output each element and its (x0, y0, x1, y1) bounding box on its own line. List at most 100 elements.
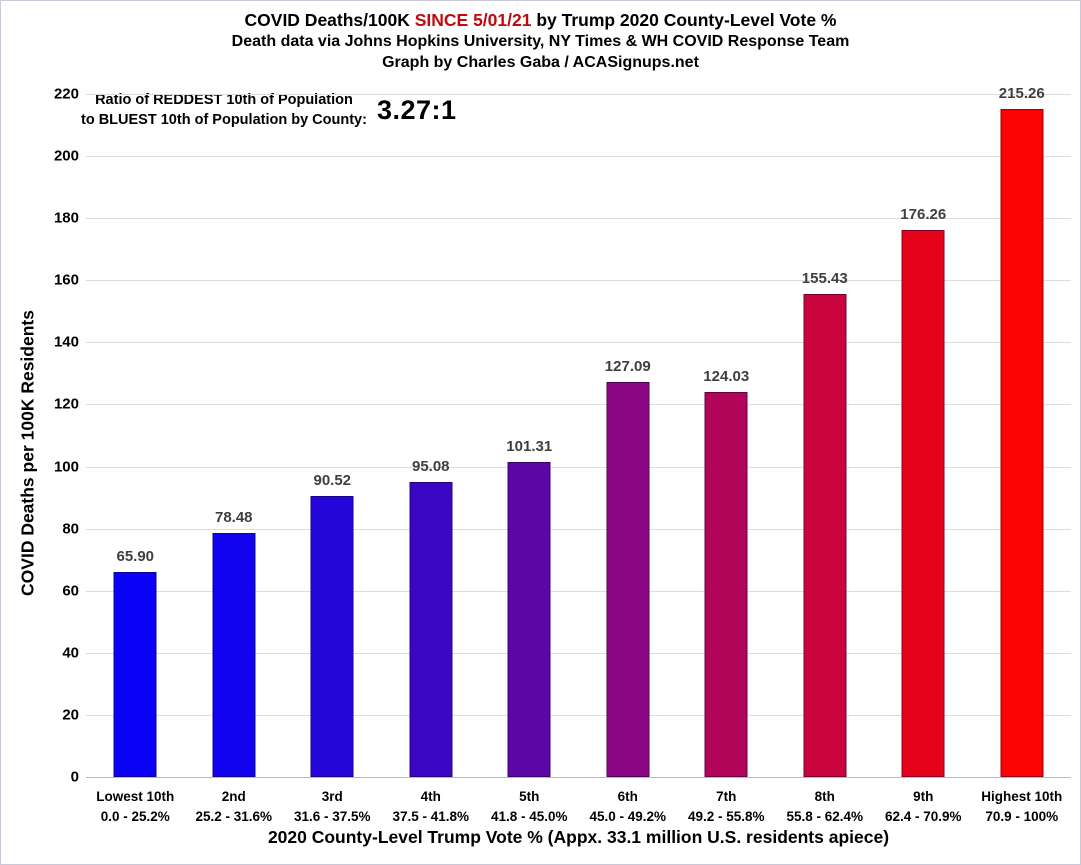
x-tick-category: 7th (716, 789, 737, 804)
bar-value-label: 65.90 (116, 548, 155, 566)
bar-value-label: 155.43 (801, 270, 848, 288)
gridline-20 (86, 714, 1071, 716)
x-tick-range: 41.8 - 45.0% (490, 809, 568, 825)
x-tick-category: 2nd (221, 789, 246, 804)
x-axis-title: 2020 County-Level Trump Vote % (Appx. 33… (267, 827, 890, 847)
bar-6th (606, 382, 650, 777)
gridline-80 (86, 528, 1071, 530)
chart-subtitle-source: Death data via Johns Hopkins University,… (231, 32, 850, 50)
chart-title-part2: by Trump 2020 County-Level Vote % (531, 10, 837, 30)
gridline-220 (86, 94, 1071, 95)
x-tick-category: 8th (814, 789, 835, 804)
chart-subtitle-credit: Graph by Charles Gaba / ACASignups.net (382, 53, 699, 71)
chart-header: COVID Deaths/100K SINCE 5/01/21 by Trump… (1, 10, 1080, 73)
bar-4th (409, 481, 453, 777)
gridline-100 (86, 466, 1071, 468)
y-tick-label-160: 160 (53, 271, 79, 289)
x-tick-category: 9th (913, 789, 934, 804)
x-tick-label-8: 8th 55.8 - 62.4% (786, 787, 863, 828)
y-tick-label-200: 200 (53, 147, 79, 165)
x-tick-range: 37.5 - 41.8% (392, 809, 470, 825)
x-axis-line (86, 777, 1071, 778)
x-tick-range: 55.8 - 62.4% (786, 809, 864, 825)
x-tick-label-4: 4th 37.5 - 41.8% (392, 787, 469, 828)
x-tick-label-9: 9th 62.4 - 70.9% (885, 787, 962, 828)
ratio-value: 3.27:1 (376, 95, 457, 126)
x-tick-label-1: Lowest 10th 0.0 - 25.2% (96, 787, 174, 828)
x-tick-range: 62.4 - 70.9% (884, 809, 962, 825)
x-tick-label-3: 3rd 31.6 - 37.5% (294, 787, 371, 828)
chart-title: COVID Deaths/100K SINCE 5/01/21 by Trump… (1, 10, 1080, 32)
y-tick-label-100: 100 (53, 458, 79, 476)
gridline-180 (86, 218, 1071, 220)
gridline-40 (86, 652, 1071, 654)
y-tick-label-20: 20 (62, 706, 79, 724)
bar-slot-7: 124.03 (677, 94, 776, 777)
y-tick-label-140: 140 (53, 333, 79, 351)
x-tick-label-2: 2nd 25.2 - 31.6% (195, 787, 272, 828)
gridline-120 (86, 404, 1071, 406)
bar-slot-2: 78.48 (185, 94, 284, 777)
bar-value-label: 90.52 (313, 471, 352, 489)
x-tick-category: Highest 10th (981, 789, 1063, 804)
bar-slot-9: 176.26 (874, 94, 973, 777)
x-tick-range: 25.2 - 31.6% (195, 809, 273, 825)
ratio-annotation-line1: Ratio of REDDEST 10th of Population (95, 92, 353, 108)
x-tick-label-5: 5th 41.8 - 45.0% (491, 787, 568, 828)
bar-value-label: 78.48 (214, 509, 253, 527)
bar-slot-6: 127.09 (579, 94, 678, 777)
bar-9th (901, 229, 945, 777)
y-tick-label-180: 180 (53, 209, 79, 227)
bar-slot-4: 95.08 (382, 94, 481, 777)
bar-highest-10th (1000, 108, 1044, 777)
ratio-annotation-text: Ratio of REDDEST 10th of Population to B… (81, 91, 367, 130)
bar-value-label: 127.09 (604, 358, 651, 376)
gridline-140 (86, 342, 1071, 344)
bar-value-label: 124.03 (703, 367, 750, 385)
x-tick-category: 4th (420, 789, 441, 804)
bar-value-label: 215.26 (998, 84, 1045, 102)
chart-title-highlight: SINCE 5/01/21 (414, 10, 532, 30)
x-tick-category: 6th (617, 789, 638, 804)
bar-slot-1: 65.90 (86, 94, 185, 777)
bar-value-label: 95.08 (411, 457, 450, 475)
bar-5th (507, 462, 551, 777)
bar-value-label: 176.26 (900, 205, 947, 223)
bar-value-label: 101.31 (506, 438, 553, 456)
ratio-annotation-line2: to BLUEST 10th of Population by County: (81, 111, 367, 128)
bar-slot-8: 155.43 (776, 94, 875, 777)
x-tick-range: 70.9 - 100% (985, 809, 1059, 825)
gridline-200 (86, 156, 1071, 158)
y-tick-label-0: 0 (70, 768, 79, 786)
y-tick-label-60: 60 (62, 582, 79, 600)
bar-2nd (212, 533, 256, 777)
y-tick-label-40: 40 (62, 644, 79, 662)
y-tick-label-80: 80 (62, 520, 79, 538)
ratio-annotation: Ratio of REDDEST 10th of Population to B… (81, 91, 457, 130)
bar-3rd (310, 495, 354, 777)
x-tick-range: 31.6 - 37.5% (293, 809, 371, 825)
bar-slot-3: 90.52 (283, 94, 382, 777)
bar-lowest-10th (113, 572, 157, 777)
chart-title-part1: COVID Deaths/100K (244, 10, 415, 30)
x-tick-label-10: Highest 10th 70.9 - 100% (981, 787, 1062, 828)
bar-7th (704, 391, 748, 777)
gridline-60 (86, 590, 1071, 592)
bar-8th (803, 294, 847, 777)
x-tick-range: 49.2 - 55.8% (687, 809, 765, 825)
y-tick-label-220: 220 (53, 85, 79, 103)
bar-slot-10: 215.26 (973, 85, 1072, 777)
y-tick-label-120: 120 (53, 395, 79, 413)
x-tick-range: 45.0 - 49.2% (589, 809, 667, 825)
x-tick-category: 3rd (321, 789, 343, 804)
y-axis-title: COVID Deaths per 100K Residents (17, 310, 38, 596)
gridline-160 (86, 280, 1071, 282)
plot-area: 65.90 78.48 90.52 95.08 101.31 127.09 124.03 15… (86, 85, 1072, 778)
x-tick-category: Lowest 10th (96, 789, 175, 804)
x-tick-range: 0.0 - 25.2% (100, 809, 170, 825)
x-tick-label-7: 7th 49.2 - 55.8% (688, 787, 765, 828)
x-tick-category: 5th (519, 789, 540, 804)
x-tick-label-6: 6th 45.0 - 49.2% (589, 787, 666, 828)
bar-slot-5: 101.31 (480, 94, 579, 777)
